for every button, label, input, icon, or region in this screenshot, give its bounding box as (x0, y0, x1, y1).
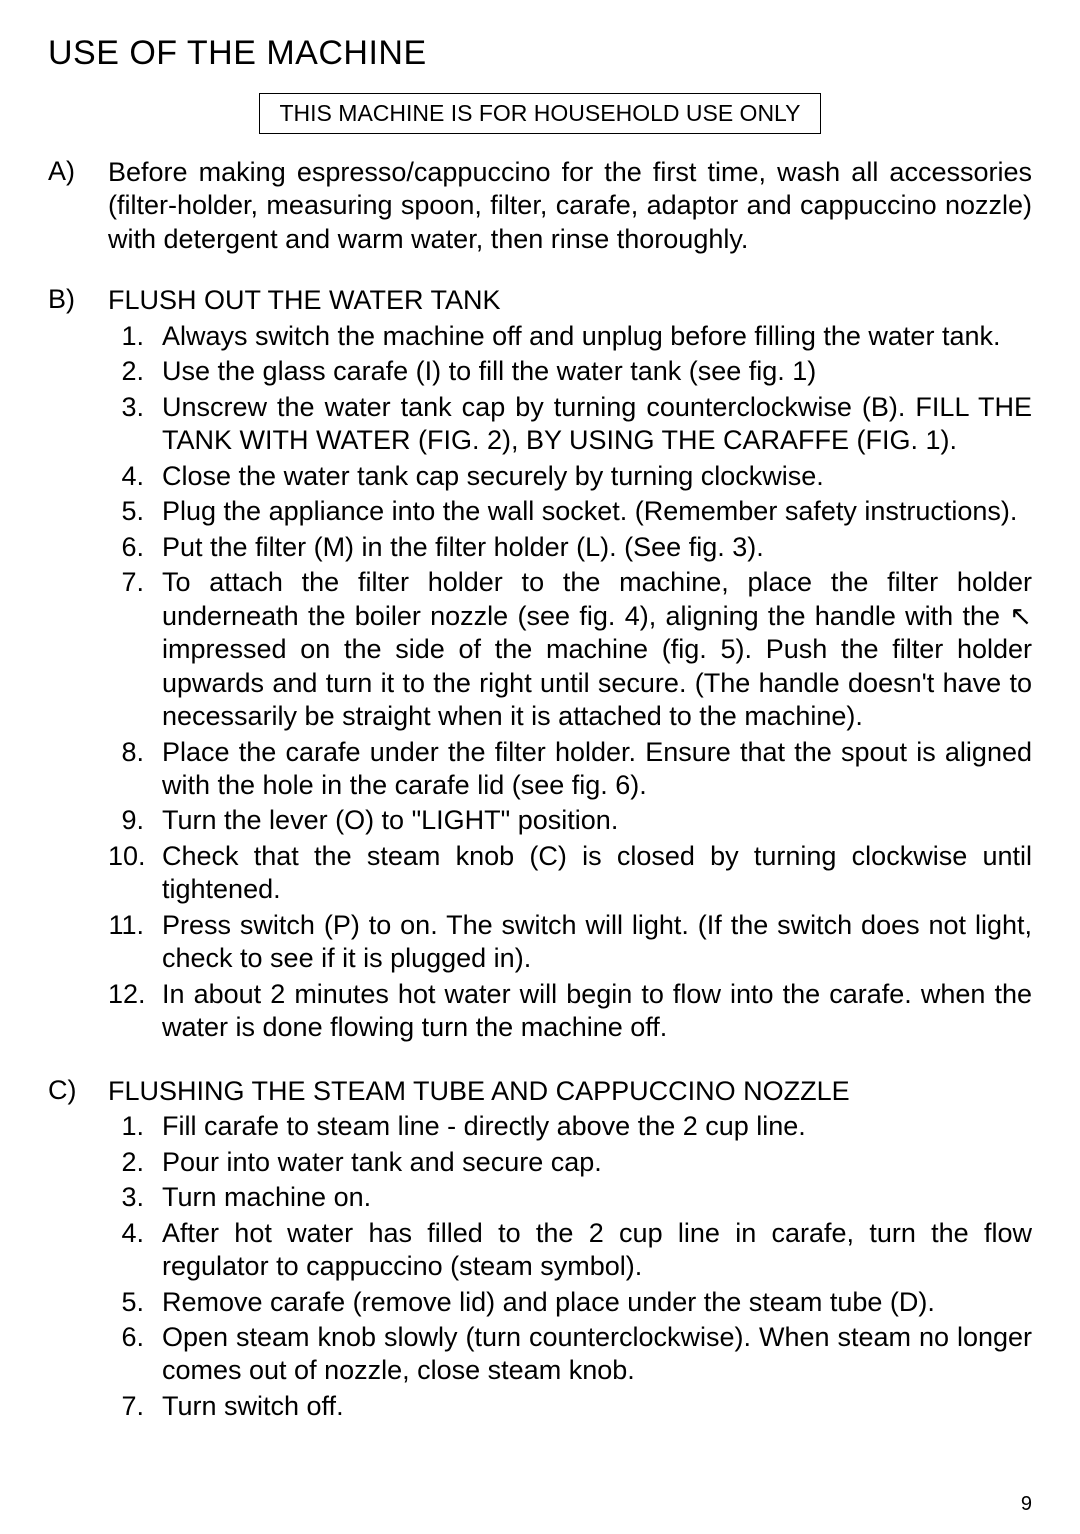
step-text: Put the filter (M) in the filter holder … (162, 531, 1032, 564)
step-number: 7. (108, 1390, 162, 1423)
step-number: 1. (108, 320, 162, 353)
step-number: 5. (108, 1286, 162, 1319)
section-a-text: Before making espresso/cappuccino for th… (108, 156, 1032, 256)
step-text: Plug the appliance into the wall socket.… (162, 495, 1032, 528)
section-b-body: FLUSH OUT THE WATER TANK 1.Always switch… (108, 284, 1032, 1046)
list-item: 2.Use the glass carafe (I) to fill the w… (108, 355, 1032, 388)
list-item: 6.Open steam knob slowly (turn countercl… (108, 1321, 1032, 1388)
list-item: 7.Turn switch off. (108, 1390, 1032, 1423)
step-number: 7. (108, 566, 162, 733)
list-item: 5.Plug the appliance into the wall socke… (108, 495, 1032, 528)
section-a: A) Before making espresso/cappuccino for… (48, 156, 1032, 256)
step-text: Always switch the machine off and unplug… (162, 320, 1032, 353)
step-text: Turn the lever (O) to "LIGHT" position. (162, 804, 1032, 837)
step-number: 6. (108, 531, 162, 564)
list-item: 1.Fill carafe to steam line - directly a… (108, 1110, 1032, 1143)
section-a-letter: A) (48, 156, 108, 256)
page-number: 9 (1021, 1493, 1032, 1516)
notice-container: THIS MACHINE IS FOR HOUSEHOLD USE ONLY (48, 93, 1032, 134)
list-item: 4.Close the water tank cap securely by t… (108, 460, 1032, 493)
list-item: 3.Turn machine on. (108, 1181, 1032, 1214)
step-number: 9. (108, 804, 162, 837)
page: USE OF THE MACHINE THIS MACHINE IS FOR H… (0, 0, 1080, 1534)
section-c: C) FLUSHING THE STEAM TUBE AND CAPPUCCIN… (48, 1075, 1032, 1426)
list-item: 5.Remove carafe (remove lid) and place u… (108, 1286, 1032, 1319)
list-item: 2.Pour into water tank and secure cap. (108, 1146, 1032, 1179)
step-number: 5. (108, 495, 162, 528)
step-text: Press switch (P) to on. The switch will … (162, 909, 1032, 976)
step-number: 8. (108, 736, 162, 803)
step-number: 1. (108, 1110, 162, 1143)
list-item: 1.Always switch the machine off and unpl… (108, 320, 1032, 353)
step-text: Turn machine on. (162, 1181, 1032, 1214)
step-text: After hot water has filled to the 2 cup … (162, 1217, 1032, 1284)
step-text: Pour into water tank and secure cap. (162, 1146, 1032, 1179)
section-c-body: FLUSHING THE STEAM TUBE AND CAPPUCCINO N… (108, 1075, 1032, 1426)
step-text: Check that the steam knob (C) is closed … (162, 840, 1032, 907)
list-item: 12.In about 2 minutes hot water will beg… (108, 978, 1032, 1045)
step-text: Turn switch off. (162, 1390, 1032, 1423)
step-number: 11. (108, 909, 162, 976)
step-text: Place the carafe under the filter holder… (162, 736, 1032, 803)
section-c-steps: 1.Fill carafe to steam line - directly a… (108, 1110, 1032, 1423)
section-b-steps: 1.Always switch the machine off and unpl… (108, 320, 1032, 1045)
section-b: B) FLUSH OUT THE WATER TANK 1.Always swi… (48, 284, 1032, 1046)
step-number: 4. (108, 1217, 162, 1284)
step-number: 12. (108, 978, 162, 1045)
step-text: To attach the filter holder to the machi… (162, 566, 1032, 733)
step-number: 3. (108, 1181, 162, 1214)
list-item: 3.Unscrew the water tank cap by turning … (108, 391, 1032, 458)
step-number: 4. (108, 460, 162, 493)
list-item: 6.Put the filter (M) in the filter holde… (108, 531, 1032, 564)
section-b-letter: B) (48, 284, 108, 1046)
step-text: Remove carafe (remove lid) and place und… (162, 1286, 1032, 1319)
step-text: In about 2 minutes hot water will begin … (162, 978, 1032, 1045)
step-text: Open steam knob slowly (turn countercloc… (162, 1321, 1032, 1388)
step-number: 6. (108, 1321, 162, 1388)
section-c-heading: FLUSHING THE STEAM TUBE AND CAPPUCCINO N… (108, 1075, 1032, 1108)
list-item: 8.Place the carafe under the filter hold… (108, 736, 1032, 803)
household-notice: THIS MACHINE IS FOR HOUSEHOLD USE ONLY (259, 93, 822, 134)
section-c-letter: C) (48, 1075, 108, 1426)
list-item: 4.After hot water has filled to the 2 cu… (108, 1217, 1032, 1284)
step-text: Fill carafe to steam line - directly abo… (162, 1110, 1032, 1143)
step-text: Unscrew the water tank cap by turning co… (162, 391, 1032, 458)
step-number: 3. (108, 391, 162, 458)
list-item: 7.To attach the filter holder to the mac… (108, 566, 1032, 733)
page-title: USE OF THE MACHINE (48, 34, 1032, 73)
step-number: 2. (108, 1146, 162, 1179)
list-item: 10.Check that the steam knob (C) is clos… (108, 840, 1032, 907)
step-text: Close the water tank cap securely by tur… (162, 460, 1032, 493)
step-text: Use the glass carafe (I) to fill the wat… (162, 355, 1032, 388)
section-b-heading: FLUSH OUT THE WATER TANK (108, 284, 1032, 317)
list-item: 9.Turn the lever (O) to "LIGHT" position… (108, 804, 1032, 837)
list-item: 11.Press switch (P) to on. The switch wi… (108, 909, 1032, 976)
step-number: 2. (108, 355, 162, 388)
step-number: 10. (108, 840, 162, 907)
